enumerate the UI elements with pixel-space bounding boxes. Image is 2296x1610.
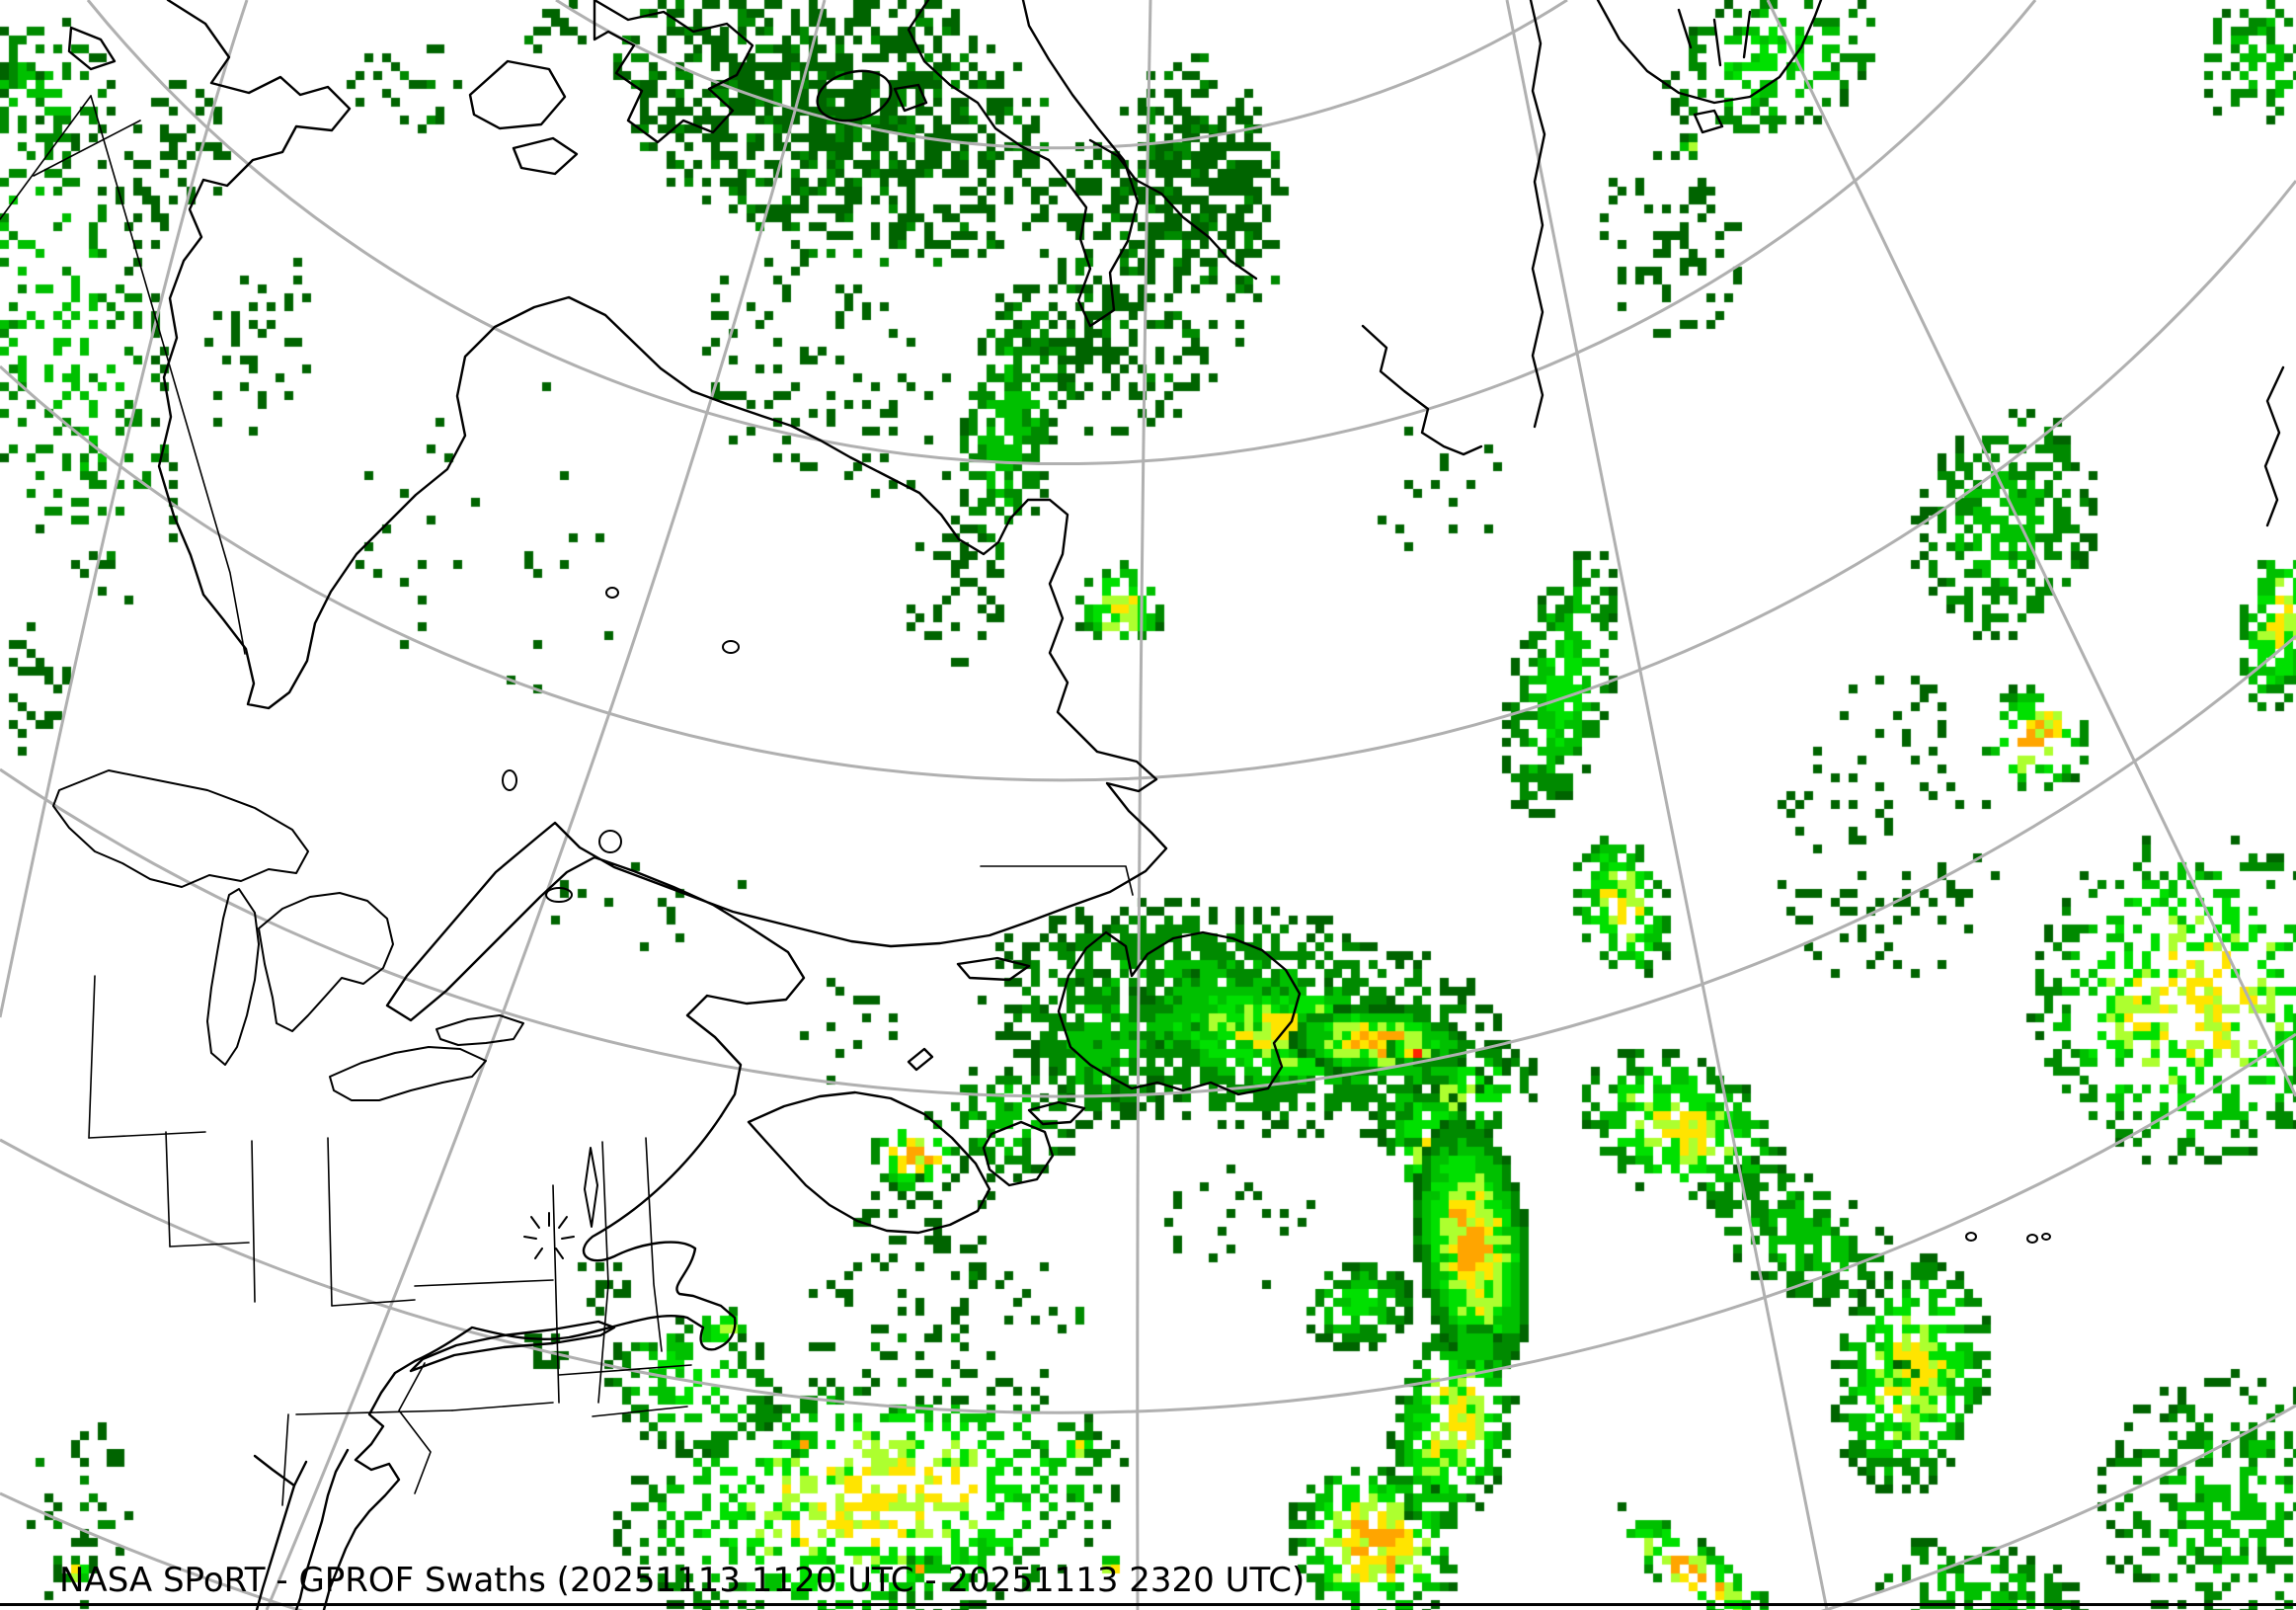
- island-coats: [512, 136, 579, 176]
- state-border-nj: [398, 1362, 432, 1494]
- island-southampton: [468, 59, 567, 130]
- border-nw-3: [33, 120, 141, 177]
- lake-michigan: [206, 888, 260, 1066]
- graticule-parallel: [0, 634, 2296, 1098]
- island-greenland-skerry: [1693, 109, 1724, 134]
- map-title-label: NASA SPoRT - GPROF Swaths (20251113 1120…: [59, 1561, 1306, 1600]
- state-border-vt: [597, 1141, 609, 1404]
- lakes-layer: [52, 587, 740, 1228]
- state-border-ny-pa: [414, 1279, 554, 1287]
- state-border-pa-nj: [451, 1402, 554, 1411]
- border-nw-2: [90, 95, 246, 655]
- graticule-parallel: [86, 0, 2037, 465]
- coastline-cape-breton: [982, 1120, 1055, 1187]
- coastline-chesapeake-east: [294, 1448, 350, 1610]
- lake-champlain: [584, 1147, 598, 1228]
- border-quebec-labrador: [980, 865, 1134, 896]
- coastline-baffin-east-a: [1088, 138, 1258, 281]
- coastline-layer: [67, 0, 2285, 1610]
- lake-superior: [52, 769, 309, 888]
- border-nw-1: [0, 95, 92, 220]
- coastline-continent-north: [157, 0, 1168, 1118]
- graticule-parallel: [0, 180, 2296, 782]
- state-border-pa-md: [295, 1409, 453, 1415]
- coastline-melville-peninsula: [593, 0, 754, 144]
- graticule-meridian: [1505, 0, 1829, 1610]
- graticule-parallel: [0, 1032, 2296, 1414]
- state-border-oh-pa: [327, 1137, 333, 1307]
- state-border-ma: [558, 1364, 692, 1376]
- state-border-nh: [645, 1137, 663, 1352]
- coastline-nova-scotia: [747, 1090, 991, 1235]
- state-border-mi-in: [165, 1131, 171, 1248]
- state-border-md-w: [281, 1413, 289, 1506]
- tiny-island-2: [2026, 1234, 2038, 1244]
- lake-stjean: [545, 887, 573, 903]
- graticule-meridian: [1136, 0, 1152, 1610]
- island-prince-charles: [816, 69, 893, 122]
- lake-mistassini: [502, 769, 517, 791]
- graticule-meridian: [0, 0, 249, 1018]
- island-foxe-small: [893, 83, 928, 113]
- tiny-island-1: [1965, 1232, 1977, 1242]
- coastline-greenland-east-bits: [2263, 365, 2285, 527]
- lake-erie: [329, 1046, 487, 1101]
- coastline-topleft-fragment: [67, 26, 117, 71]
- lake-quebec-small-2: [605, 587, 619, 599]
- map-marks-layer: [523, 1047, 2051, 1259]
- graticule-parallel: [555, 0, 1568, 150]
- coastline-baffin-east-b: [1361, 324, 1483, 456]
- graticule-meridian: [265, 0, 827, 1610]
- greenland-fjord-2: [1712, 18, 1722, 67]
- coastline-us-northeast: [322, 1114, 737, 1610]
- graticule-meridian: [1766, 0, 2296, 1097]
- state-border-wi-il: [88, 975, 96, 1139]
- lake-ontario: [435, 1014, 524, 1046]
- lake-huron: [258, 892, 394, 1032]
- coastline-newfoundland: [1057, 930, 1302, 1096]
- island-magdalen: [907, 1047, 934, 1072]
- state-border-ct: [592, 1406, 688, 1417]
- greenland-fjord-1: [1677, 8, 1693, 49]
- lake-quebec-small-1: [722, 640, 740, 654]
- coastline-greenland-tip: [1596, 0, 1823, 105]
- state-border-oh-s: [331, 1299, 416, 1307]
- greenland-fjord-3: [1742, 10, 1752, 59]
- state-border-in-oh: [251, 1140, 256, 1303]
- coastline-greenland-west: [1529, 0, 1546, 429]
- river-potomac: [253, 1454, 296, 1488]
- tiny-island-3: [2041, 1233, 2051, 1241]
- state-border-in-s: [169, 1242, 250, 1248]
- lake-manicouagan: [598, 830, 622, 853]
- state-border-il-in: [88, 1131, 206, 1139]
- coastline-long-island: [409, 1320, 616, 1373]
- graticule-parallel: [0, 1404, 2296, 1610]
- coastline-anticosti: [956, 956, 1031, 982]
- map-bottom-frame: [0, 1603, 2296, 1606]
- coastline-baffin: [907, 0, 1140, 328]
- state-border-ny-e: [552, 1184, 560, 1404]
- political-borders-layer: [0, 95, 1134, 1506]
- coastline-pei: [1027, 1100, 1086, 1126]
- starburst-mark: [523, 1212, 575, 1259]
